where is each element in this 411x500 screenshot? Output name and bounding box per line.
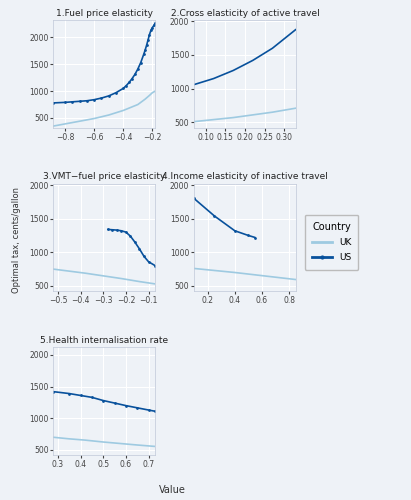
Text: Value: Value (159, 485, 186, 495)
Title: 1.Fuel price elasticity: 1.Fuel price elasticity (56, 9, 153, 18)
Title: 5.Health internalisation rate: 5.Health internalisation rate (40, 336, 169, 345)
Title: 4.Income elasticity of inactive travel: 4.Income elasticity of inactive travel (162, 172, 328, 182)
Title: 2.Cross elasticity of active travel: 2.Cross elasticity of active travel (171, 9, 319, 18)
Title: 3.VMT−fuel price elasticity: 3.VMT−fuel price elasticity (43, 172, 166, 182)
Legend: UK, US: UK, US (305, 214, 358, 270)
Text: Optimal tax, cents/gallon: Optimal tax, cents/gallon (12, 187, 21, 293)
